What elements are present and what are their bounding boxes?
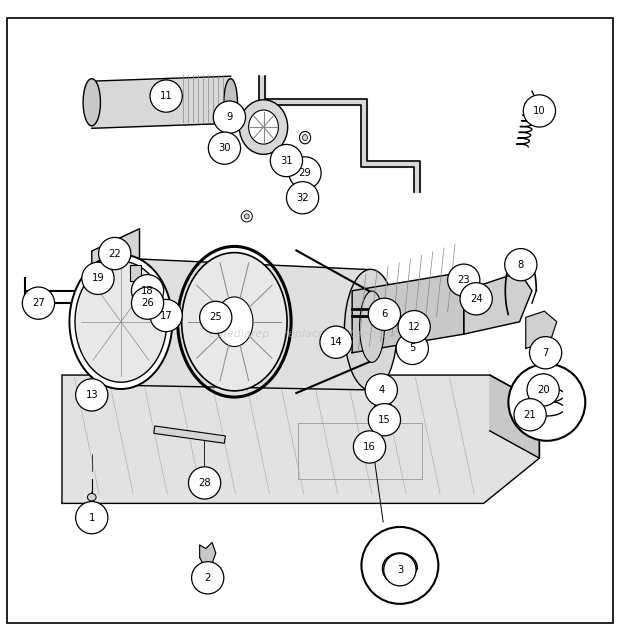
Text: emediarep    replacementparts.com: emediarep replacementparts.com: [210, 329, 410, 339]
Text: 31: 31: [280, 156, 293, 165]
Circle shape: [131, 274, 164, 307]
Polygon shape: [121, 258, 371, 390]
Circle shape: [368, 298, 401, 330]
Circle shape: [99, 237, 131, 270]
Ellipse shape: [224, 79, 237, 126]
Text: 11: 11: [160, 91, 172, 101]
Text: 20: 20: [537, 385, 549, 395]
Circle shape: [514, 399, 546, 431]
Circle shape: [505, 249, 537, 281]
Polygon shape: [92, 76, 231, 128]
Ellipse shape: [241, 211, 252, 222]
Circle shape: [396, 332, 428, 365]
Circle shape: [82, 262, 114, 294]
Polygon shape: [464, 272, 532, 334]
Text: 19: 19: [92, 273, 104, 283]
Text: 15: 15: [378, 415, 391, 425]
Text: 22: 22: [108, 249, 121, 258]
Polygon shape: [92, 229, 140, 378]
Text: 30: 30: [218, 143, 231, 153]
FancyBboxPatch shape: [215, 142, 236, 153]
Ellipse shape: [239, 100, 288, 154]
Circle shape: [527, 374, 559, 406]
Circle shape: [365, 374, 397, 406]
Text: 10: 10: [533, 106, 546, 116]
Text: 8: 8: [518, 260, 524, 270]
Circle shape: [384, 554, 416, 586]
Text: 24: 24: [470, 294, 482, 304]
Ellipse shape: [249, 110, 278, 144]
Text: 25: 25: [210, 312, 222, 322]
Text: 2: 2: [205, 573, 211, 583]
Circle shape: [200, 301, 232, 333]
Ellipse shape: [303, 135, 308, 141]
Text: 3: 3: [397, 565, 403, 575]
Circle shape: [448, 264, 480, 296]
Bar: [154, 426, 226, 444]
Polygon shape: [62, 375, 539, 503]
Circle shape: [270, 144, 303, 177]
Ellipse shape: [276, 148, 285, 158]
Circle shape: [76, 379, 108, 411]
Circle shape: [320, 326, 352, 358]
Text: 9: 9: [226, 112, 232, 122]
Polygon shape: [490, 375, 539, 458]
Circle shape: [213, 101, 246, 133]
Bar: [130, 265, 141, 281]
Text: 16: 16: [363, 442, 376, 452]
Text: 6: 6: [381, 310, 388, 319]
Ellipse shape: [345, 269, 397, 390]
Ellipse shape: [299, 131, 311, 144]
Ellipse shape: [83, 79, 100, 126]
Text: 1: 1: [89, 513, 95, 522]
Text: 28: 28: [198, 478, 211, 488]
Ellipse shape: [75, 262, 167, 382]
Circle shape: [289, 157, 321, 189]
Circle shape: [286, 181, 319, 214]
Text: 14: 14: [330, 337, 342, 347]
Circle shape: [361, 527, 438, 604]
Circle shape: [460, 283, 492, 315]
Ellipse shape: [360, 291, 384, 362]
Ellipse shape: [376, 382, 390, 397]
Ellipse shape: [69, 254, 172, 389]
Circle shape: [76, 501, 108, 534]
Text: 7: 7: [542, 347, 549, 358]
Text: 23: 23: [458, 275, 470, 285]
Circle shape: [529, 337, 562, 369]
Text: 32: 32: [296, 193, 309, 203]
Circle shape: [188, 467, 221, 499]
Circle shape: [22, 287, 55, 319]
Circle shape: [131, 287, 164, 319]
Circle shape: [523, 95, 556, 127]
Ellipse shape: [87, 494, 96, 501]
Polygon shape: [526, 311, 557, 349]
Ellipse shape: [182, 253, 287, 391]
Text: 12: 12: [408, 322, 420, 331]
Text: 13: 13: [86, 390, 98, 400]
Polygon shape: [259, 76, 420, 192]
Text: 4: 4: [378, 385, 384, 395]
Ellipse shape: [216, 297, 253, 347]
Circle shape: [508, 364, 585, 441]
Circle shape: [192, 562, 224, 594]
Circle shape: [353, 431, 386, 463]
Text: 5: 5: [409, 344, 415, 353]
Circle shape: [398, 311, 430, 343]
Text: 17: 17: [160, 310, 172, 320]
Text: 18: 18: [141, 286, 154, 296]
Text: 21: 21: [524, 410, 536, 420]
Circle shape: [150, 299, 182, 331]
Text: 29: 29: [299, 168, 311, 178]
Text: 26: 26: [141, 298, 154, 308]
Circle shape: [368, 404, 401, 436]
Circle shape: [208, 132, 241, 164]
Circle shape: [150, 80, 182, 112]
Ellipse shape: [244, 214, 249, 219]
Polygon shape: [200, 542, 216, 570]
Polygon shape: [352, 272, 464, 353]
Text: 27: 27: [32, 298, 45, 308]
